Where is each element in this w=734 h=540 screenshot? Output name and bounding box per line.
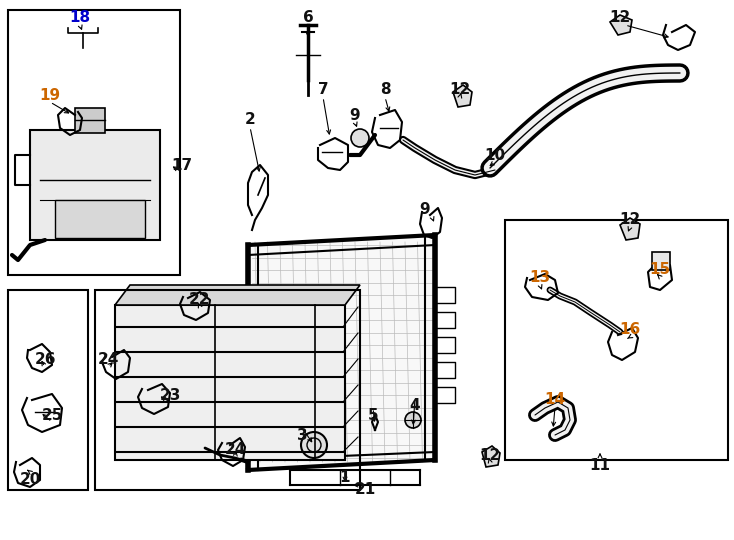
- Text: 10: 10: [484, 147, 506, 163]
- Bar: [95, 290, 360, 490]
- Bar: [55, 200, 145, 238]
- Text: 24: 24: [98, 353, 119, 368]
- Text: 14: 14: [545, 393, 566, 408]
- Text: 2: 2: [244, 112, 255, 127]
- Bar: [8, 10, 180, 275]
- Text: 19: 19: [40, 87, 61, 103]
- Text: 4: 4: [410, 397, 421, 413]
- Bar: [652, 252, 670, 270]
- Text: 23: 23: [159, 388, 181, 402]
- Text: 3: 3: [297, 428, 308, 442]
- Text: 17: 17: [172, 158, 192, 172]
- Text: 9: 9: [420, 202, 430, 218]
- Text: 13: 13: [529, 271, 550, 286]
- Polygon shape: [248, 235, 435, 470]
- Bar: [30, 130, 160, 240]
- Text: 12: 12: [619, 213, 641, 227]
- Text: 24: 24: [225, 442, 246, 457]
- Bar: [505, 220, 728, 460]
- Text: 12: 12: [449, 83, 470, 98]
- Text: 25: 25: [41, 408, 62, 422]
- Bar: [8, 290, 88, 490]
- Text: 20: 20: [19, 472, 40, 488]
- Circle shape: [405, 412, 421, 428]
- Polygon shape: [610, 15, 632, 35]
- Circle shape: [301, 432, 327, 458]
- Polygon shape: [115, 305, 345, 460]
- Text: 7: 7: [318, 83, 328, 98]
- Text: 22: 22: [189, 293, 211, 307]
- Text: 15: 15: [650, 262, 671, 278]
- Text: 11: 11: [589, 457, 611, 472]
- Text: 6: 6: [302, 10, 313, 25]
- Polygon shape: [482, 446, 500, 467]
- Text: 26: 26: [34, 353, 56, 368]
- Text: 16: 16: [619, 322, 641, 338]
- Text: 12: 12: [609, 10, 631, 25]
- Bar: [75, 108, 105, 133]
- Text: 21: 21: [355, 483, 376, 497]
- Polygon shape: [453, 85, 472, 107]
- Text: 5: 5: [368, 408, 378, 422]
- Text: 8: 8: [379, 83, 390, 98]
- Polygon shape: [115, 285, 360, 305]
- Text: 18: 18: [70, 10, 90, 25]
- Polygon shape: [620, 218, 640, 240]
- Circle shape: [351, 129, 369, 147]
- Text: 1: 1: [340, 469, 350, 484]
- Text: 9: 9: [349, 107, 360, 123]
- Text: 12: 12: [479, 448, 501, 462]
